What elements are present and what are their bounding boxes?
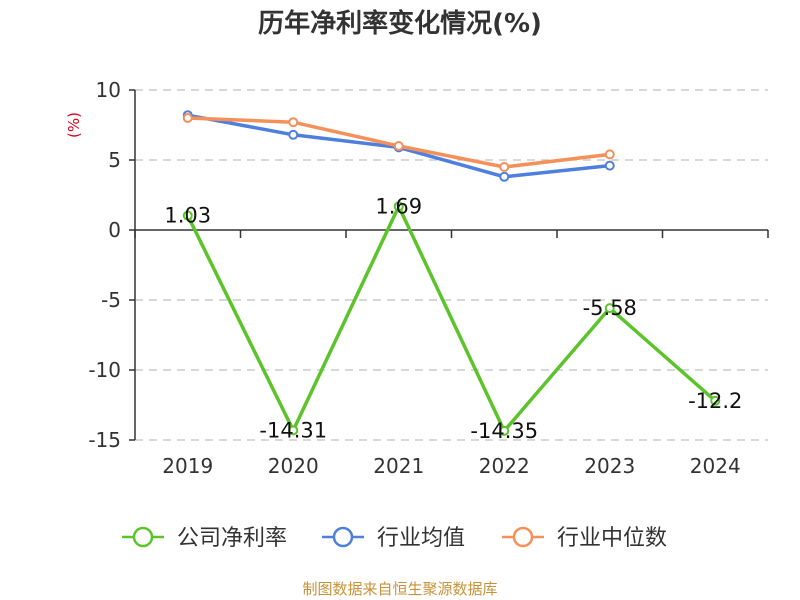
x-tick-label: 2022	[479, 454, 530, 478]
x-tick-label: 2019	[162, 454, 213, 478]
data-point	[604, 160, 615, 171]
y-tick-label: -5	[101, 288, 121, 312]
x-tick-label: 2024	[690, 454, 741, 478]
y-axis-label: (%)	[65, 112, 83, 138]
series-lines	[182, 110, 721, 436]
data-label: -12.2	[688, 389, 742, 413]
data-point	[604, 303, 615, 314]
data-point	[499, 171, 510, 182]
data-label: 1.03	[164, 204, 211, 228]
data-point	[182, 113, 193, 123]
y-tick-label: 10	[96, 78, 121, 102]
legend-label: 公司净利率	[177, 526, 287, 551]
legend: 公司净利率 行业均值 行业中位数	[122, 526, 667, 551]
data-labels: 1.03 -14.31 1.69 -14.35 -5.58 -12.2	[164, 194, 742, 443]
legend-label: 行业中位数	[557, 526, 667, 551]
data-label: 1.69	[375, 194, 422, 218]
data-point	[288, 425, 299, 436]
data-point	[288, 117, 299, 128]
data-point	[710, 395, 721, 406]
axes: -15 -10 -5 0 5 10 2019 2020 2021 2022 2023 2024	[88, 78, 769, 478]
data-point	[604, 149, 615, 160]
y-tick-label: -10	[88, 358, 121, 382]
legend-marker	[132, 526, 154, 548]
data-point	[499, 425, 510, 436]
data-label: -5.58	[583, 296, 637, 320]
y-tick-label: 0	[108, 218, 121, 242]
data-point	[182, 210, 193, 221]
y-tick-label: -15	[88, 428, 121, 452]
x-tick-label: 2021	[373, 454, 424, 478]
x-tick-label: 2020	[268, 454, 319, 478]
source-note: 制图数据来自恒生聚源数据库	[302, 580, 497, 598]
data-label: -14.31	[259, 418, 327, 442]
grid-lines	[135, 89, 768, 441]
data-point	[499, 162, 510, 172]
data-label: -14.35	[470, 419, 538, 443]
legend-label: 行业均值	[377, 526, 465, 551]
x-tick-label: 2023	[584, 454, 635, 478]
data-point	[288, 129, 299, 140]
series-line	[186, 204, 717, 433]
legend-marker	[332, 526, 354, 548]
y-tick-label: 5	[108, 148, 121, 172]
legend-marker	[512, 526, 534, 548]
chart-title: 历年净利率变化情况(%)	[258, 8, 542, 39]
data-point	[393, 141, 404, 151]
data-point	[393, 201, 404, 212]
